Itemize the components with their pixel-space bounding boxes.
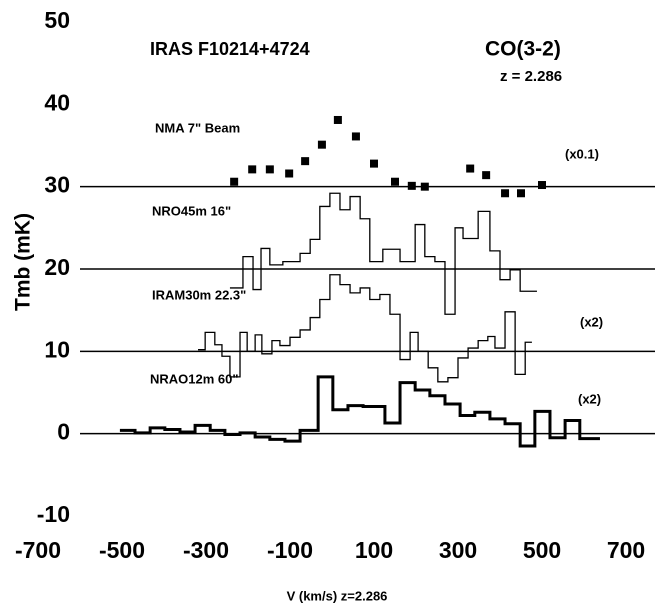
y-tick-label: -10 (37, 501, 70, 527)
x-tick-label: -700 (15, 537, 61, 563)
data-point (538, 181, 546, 190)
data-point (466, 164, 475, 173)
annotation: IRAS F10214+4724 (150, 39, 310, 59)
spectrum-outline (198, 274, 532, 383)
data-point (482, 171, 491, 180)
data-point (265, 165, 274, 174)
data-point (370, 159, 378, 168)
y-tick-label: 40 (44, 89, 70, 115)
data-point (407, 181, 416, 190)
data-point (248, 165, 257, 174)
data-point (285, 169, 294, 178)
y-tick-label: 10 (44, 336, 70, 362)
x-tick-label: 700 (607, 537, 645, 563)
data-point (420, 182, 429, 191)
annotation: (x0.1) (565, 146, 599, 161)
annotation: NMA 7" Beam (155, 120, 240, 135)
data-point (317, 140, 326, 149)
annotation: z = 2.286 (500, 68, 562, 85)
annotation: NRAO12m 60" (150, 371, 239, 386)
x-tick-label: 500 (523, 537, 561, 563)
y-tick-label: 50 (44, 7, 70, 33)
data-point (333, 115, 342, 124)
spectrum-outline (229, 192, 537, 315)
data-point (230, 177, 239, 186)
y-tick-label: 0 (57, 419, 70, 445)
annotation: IRAM30m 22.3" (152, 287, 246, 302)
x-axis-label: V (km/s) z=2.286 (287, 588, 388, 603)
x-tick-label: 300 (439, 537, 477, 563)
data-point (351, 132, 360, 141)
x-tick-label: -300 (183, 537, 229, 563)
annotation: CO(3-2) (485, 38, 561, 61)
data-point (501, 189, 510, 198)
data-point (301, 157, 310, 166)
annotation: (x2) (578, 391, 601, 406)
y-tick-label: 20 (44, 254, 70, 280)
y-tick-label: 30 (44, 172, 70, 198)
data-point (391, 177, 399, 186)
x-tick-label: -500 (99, 537, 145, 563)
annotation: NRO45m 16" (152, 203, 231, 218)
spectrum-outline (119, 375, 600, 448)
data-point (517, 189, 525, 198)
y-axis-label: Tmb (mK) (12, 213, 35, 311)
x-tick-label: 100 (355, 537, 393, 563)
x-tick-label: -100 (267, 537, 313, 563)
annotation: (x2) (580, 314, 603, 329)
